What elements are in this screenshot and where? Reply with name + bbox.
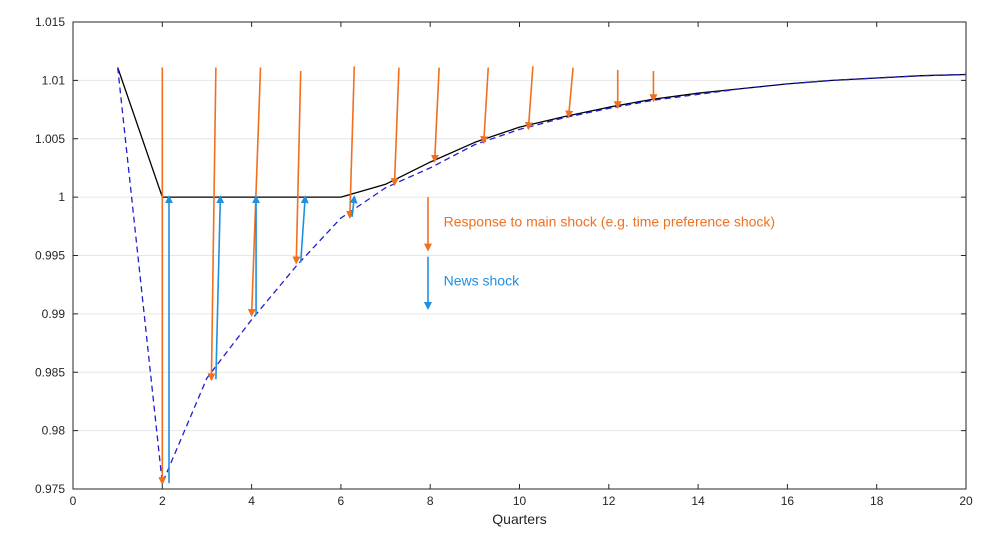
news-shock-arrow (349, 195, 358, 218)
x-tick-label: 18 (870, 494, 884, 508)
x-tick-label: 12 (602, 494, 616, 508)
main-shock-arrow (292, 71, 302, 265)
main-shock-arrow (390, 67, 400, 187)
x-tick-label: 14 (691, 494, 705, 508)
y-tick-label: 0.975 (35, 482, 65, 496)
news-shock-arrow (215, 195, 225, 380)
shock-arrows (158, 66, 658, 486)
x-tick-label: 6 (338, 494, 345, 508)
y-tick-label: 0.99 (42, 307, 66, 321)
main-shock-arrow (565, 67, 574, 119)
main-shock-arrow (524, 66, 534, 131)
x-tick-label: 8 (427, 494, 434, 508)
y-tick-label: 0.98 (42, 424, 66, 438)
main-shock-arrow (480, 67, 490, 145)
x-tick-label: 2 (159, 494, 166, 508)
main-shock-arrow (207, 67, 217, 382)
y-tick-label: 1.015 (35, 15, 65, 29)
main-shock-arrow (247, 67, 262, 318)
main-shock-arrow (346, 66, 356, 219)
news-shock-arrow (299, 195, 309, 263)
x-axis-title: Quarters (492, 511, 546, 527)
y-tick-label: 0.995 (35, 249, 65, 263)
legend-label: News shock (444, 272, 520, 288)
legend-label: Response to main shock (e.g. time prefer… (444, 213, 775, 229)
axis-ticks: 0.975 0.98 0.985 0.99 0.995 1 1.005 1.01 1.015 0 2… (35, 15, 973, 508)
x-tick-label: 16 (781, 494, 795, 508)
x-tick-label: 0 (70, 494, 77, 508)
x-tick-label: 4 (248, 494, 255, 508)
main-shock-arrow (430, 67, 440, 163)
y-tick-label: 1 (58, 190, 65, 204)
x-tick-label: 20 (959, 494, 973, 508)
y-tick-label: 1.01 (42, 73, 66, 87)
dashed-series-line (117, 67, 967, 484)
y-tick-label: 0.985 (35, 365, 65, 379)
y-tick-label: 1.005 (35, 132, 65, 146)
x-tick-label: 10 (513, 494, 527, 508)
legend: Response to main shock (e.g. time prefer… (423, 197, 775, 311)
